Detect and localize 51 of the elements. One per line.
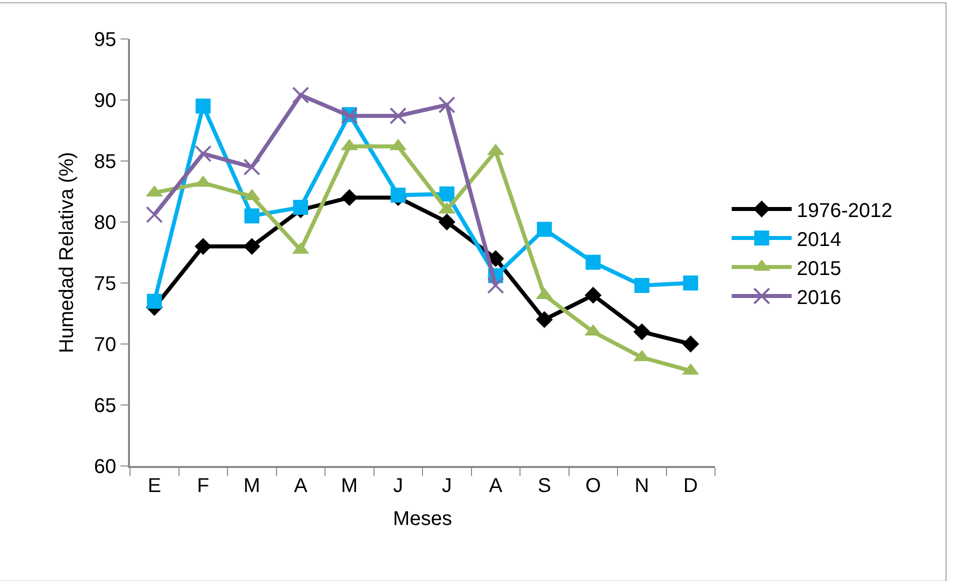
x-tick-label: J (442, 474, 452, 497)
y-tick-label: 85 (94, 151, 116, 173)
x-tick-label: A (294, 474, 308, 497)
point (243, 238, 260, 255)
x-tick-label: M (244, 474, 260, 497)
point (194, 238, 212, 255)
x-tick-label: M (341, 474, 358, 497)
y-tick-label: 65 (94, 395, 116, 417)
point (340, 189, 358, 206)
point (584, 286, 602, 304)
y-axis-title: Humedad Relativa (%) (56, 152, 78, 354)
y-tick-label: 60 (94, 456, 116, 478)
y-tick-label: 80 (94, 212, 116, 234)
point (146, 206, 163, 224)
x-tick-label: O (585, 474, 601, 497)
y-tick-label: 75 (94, 273, 116, 295)
x-tick-label: E (148, 474, 162, 497)
x-tick-label: S (538, 474, 552, 497)
point (438, 96, 456, 114)
point (146, 294, 162, 309)
x-axis-title: Meses (393, 508, 452, 530)
legend-label: 2015 (796, 258, 842, 280)
x-tick-label: N (634, 474, 650, 497)
point (438, 214, 456, 230)
point (194, 145, 212, 162)
point (390, 188, 406, 203)
legend-label: 2016 (796, 286, 842, 309)
y-tick-label: 90 (94, 90, 116, 112)
legend-label: 1976-2012 (796, 200, 892, 222)
x-tick-label: A (488, 474, 503, 497)
point (683, 276, 698, 290)
point (293, 200, 308, 215)
point (536, 311, 553, 328)
y-tick-label: 70 (94, 334, 116, 356)
x-tick-label: D (683, 474, 698, 497)
point (682, 336, 700, 352)
legend-label: 2014 (796, 228, 842, 251)
point (586, 254, 601, 270)
point (634, 278, 650, 293)
point (244, 208, 260, 224)
point (390, 107, 407, 124)
point (196, 98, 211, 114)
point (439, 186, 454, 202)
point (633, 323, 650, 340)
y-tick-label: 95 (94, 29, 116, 51)
point (487, 276, 504, 294)
x-tick-label: J (393, 474, 404, 497)
x-tick-label: F (197, 474, 210, 497)
point (243, 158, 260, 176)
point (536, 222, 552, 237)
point (292, 86, 310, 104)
